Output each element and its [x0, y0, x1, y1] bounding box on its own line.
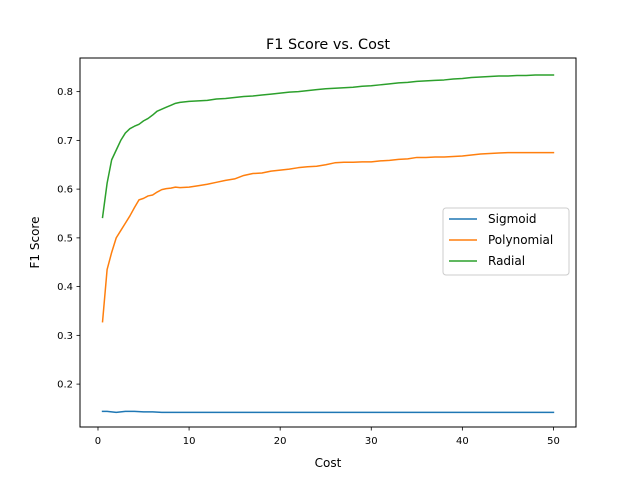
series-line-polynomial [101, 151, 555, 323]
legend-box [442, 207, 570, 276]
ticks-layer: 0 10 20 30 40 50 0.2 0.3 0.4 0.5 0.6 0.7 0.8 [57, 87, 560, 447]
y-tick-label: 0.6 [57, 185, 73, 196]
x-tick-label: 50 [547, 436, 560, 447]
lines-layer [101, 74, 555, 414]
series-line-sigmoid [101, 410, 555, 414]
legend-label-polynomial: Polynomial [488, 233, 553, 247]
x-tick-label: 20 [274, 436, 287, 447]
y-tick-label: 0.4 [57, 282, 73, 293]
chart-title: F1 Score vs. Cost [266, 37, 390, 53]
x-axis-label: Cost [315, 456, 342, 470]
legend: Sigmoid Polynomial Radial [442, 207, 570, 276]
y-tick-label: 0.8 [57, 87, 73, 98]
x-tick-label: 30 [365, 436, 378, 447]
y-tick-label: 0.3 [57, 331, 73, 342]
x-tick-label: 10 [183, 436, 196, 447]
y-tick-label: 0.2 [57, 380, 73, 391]
x-tick-label: 40 [456, 436, 469, 447]
plot-frame [79, 57, 577, 428]
y-tick-label: 0.5 [57, 233, 73, 244]
y-axis-label: F1 Score [28, 217, 42, 269]
x-tick-label: 0 [95, 436, 101, 447]
series-line-radial [101, 74, 555, 219]
y-tick-label: 0.7 [57, 136, 73, 147]
legend-label-sigmoid: Sigmoid [488, 212, 537, 226]
legend-label-radial: Radial [488, 254, 525, 268]
